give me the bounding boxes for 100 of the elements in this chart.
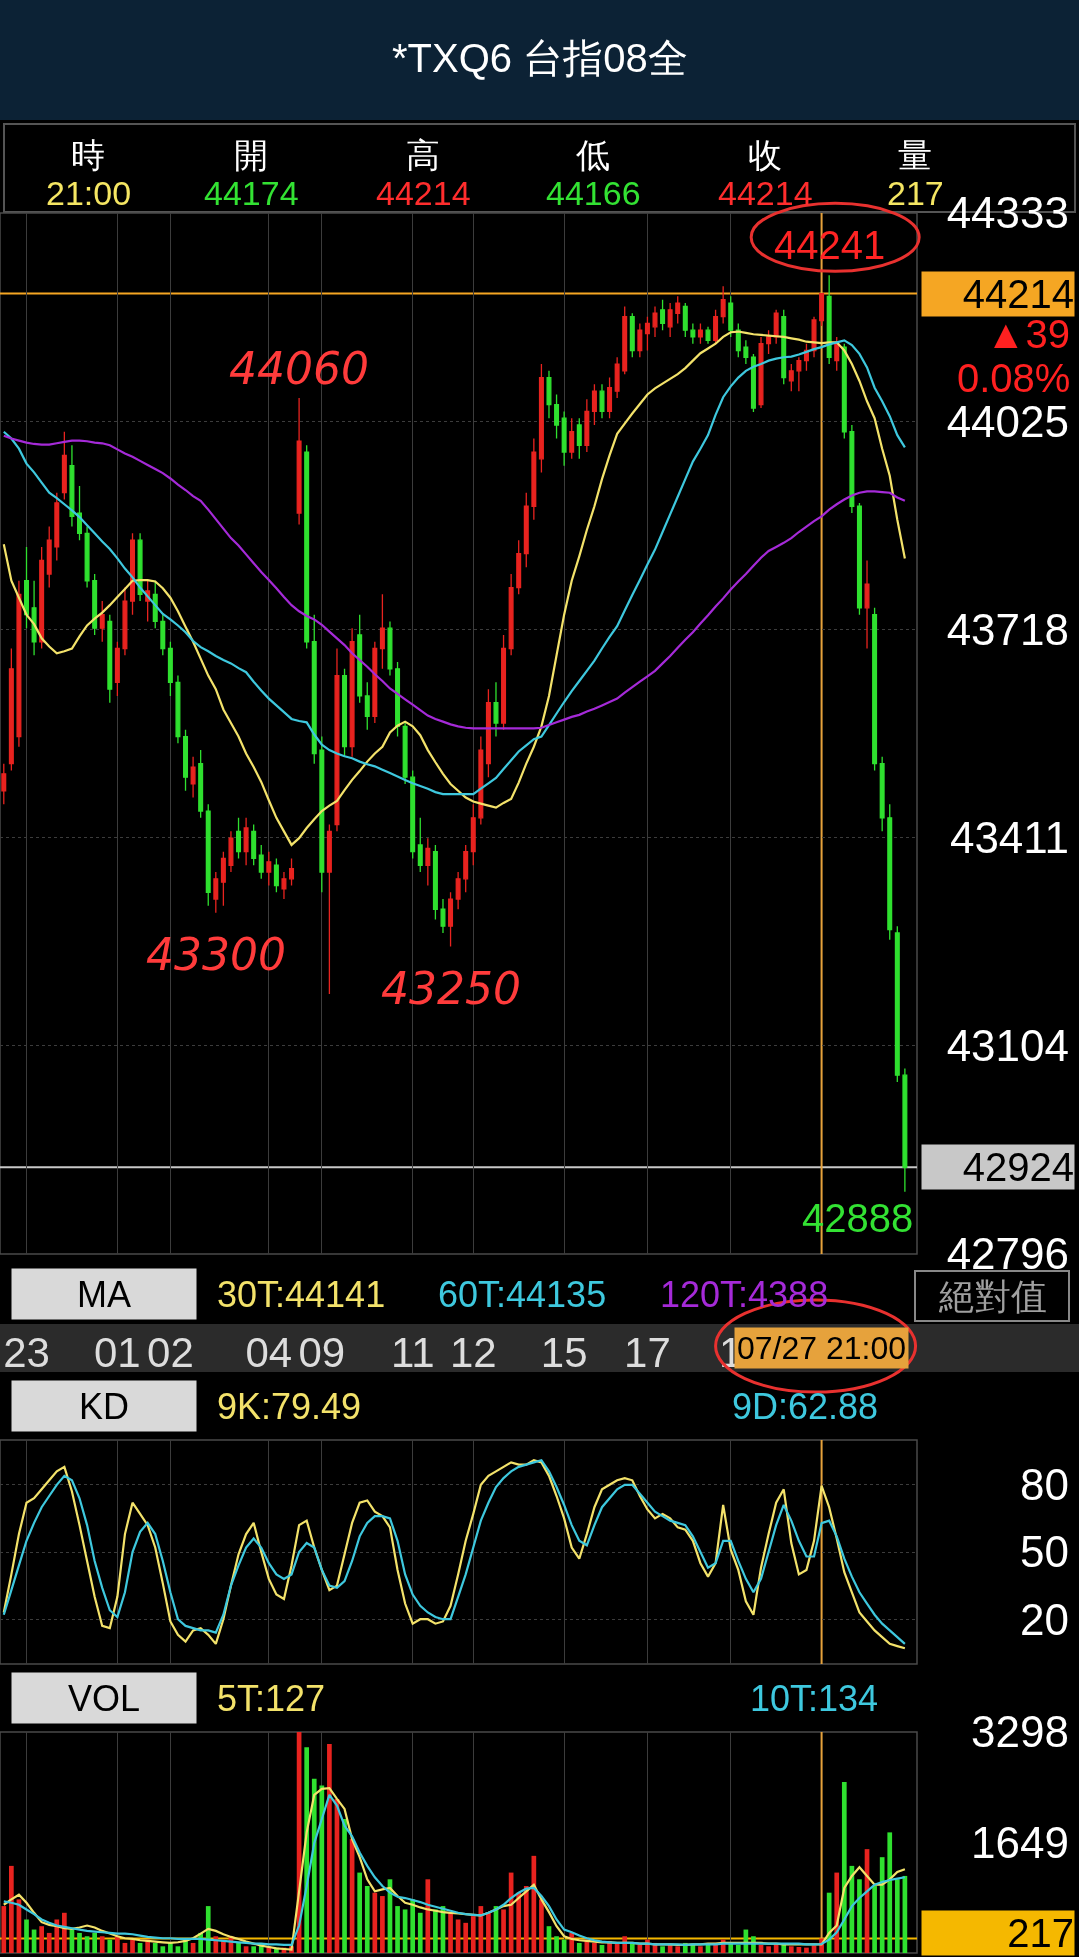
bar — [766, 1946, 771, 1953]
candlestick — [220, 851, 226, 907]
candlestick — [690, 322, 696, 345]
bar — [9, 1865, 14, 1953]
bar — [879, 1857, 885, 1953]
candlestick — [402, 722, 408, 785]
bar — [160, 1946, 166, 1953]
candlestick — [773, 309, 779, 345]
candlestick — [879, 756, 885, 833]
text: 高 — [406, 136, 440, 174]
text: 10T:134 — [750, 1678, 879, 1719]
ref-line-label: 217 — [1007, 1911, 1074, 1955]
candlestick — [251, 823, 257, 866]
x-tick-label: 15 — [540, 1329, 588, 1376]
bar — [319, 1785, 325, 1953]
candlestick — [1, 762, 7, 805]
text: MA — [77, 1273, 131, 1315]
bar — [804, 1947, 809, 1953]
text: 44214 — [718, 174, 813, 212]
x-tick-label: 12 — [449, 1329, 497, 1376]
bar — [592, 1942, 597, 1953]
candlestick — [175, 674, 181, 744]
bar — [660, 1946, 665, 1953]
bar — [99, 1936, 105, 1953]
candlestick — [682, 302, 688, 338]
candlestick — [485, 688, 491, 778]
candlestick — [796, 356, 802, 392]
bar — [417, 1912, 423, 1953]
x-tick-label: 11 — [390, 1329, 435, 1376]
bar — [470, 1916, 476, 1953]
candlestick — [826, 274, 832, 365]
bar — [463, 1922, 469, 1953]
candlestick — [523, 492, 529, 568]
candlestick — [508, 573, 514, 656]
y-tick-label: 20 — [1020, 1594, 1069, 1644]
candlestick — [697, 322, 703, 345]
bar — [675, 1946, 681, 1953]
candlestick — [61, 431, 67, 501]
candlestick — [167, 641, 173, 697]
candlestick — [546, 370, 552, 419]
candlestick — [864, 559, 870, 650]
candlestick — [432, 844, 438, 921]
bar — [448, 1912, 453, 1953]
text: 44214 — [376, 174, 471, 212]
candlestick — [644, 315, 650, 352]
candlestick — [599, 383, 605, 419]
candlestick — [887, 803, 893, 941]
bar — [788, 1946, 794, 1953]
candlestick — [342, 668, 348, 758]
x-tick-label: 01 — [94, 1329, 141, 1376]
bar — [357, 1872, 363, 1953]
candlestick — [266, 851, 272, 887]
candlestick — [554, 393, 560, 440]
candlestick — [319, 735, 325, 893]
bar — [539, 1899, 544, 1953]
candlestick — [750, 353, 756, 413]
bar — [372, 1892, 378, 1953]
candlestick — [584, 398, 590, 453]
candlestick — [379, 593, 385, 670]
bar — [115, 1936, 120, 1953]
candlestick — [561, 410, 567, 467]
candlestick — [470, 803, 476, 866]
text: 9K:79.49 — [217, 1386, 362, 1427]
candlestick — [198, 749, 204, 819]
candlestick — [629, 312, 635, 358]
candlestick — [675, 295, 681, 325]
bar — [887, 1832, 893, 1953]
candlestick — [766, 329, 772, 355]
candlestick — [357, 613, 363, 704]
bar — [130, 1939, 135, 1953]
candlestick — [152, 580, 158, 629]
candlestick — [137, 532, 143, 602]
bar — [311, 1778, 317, 1953]
bar — [523, 1885, 529, 1953]
bar — [364, 1885, 370, 1953]
bar — [395, 1906, 400, 1953]
candlestick — [569, 417, 575, 460]
y-tick-label: 1649 — [971, 1817, 1069, 1867]
candlestick — [24, 546, 30, 629]
candlestick — [289, 857, 295, 887]
candlestick — [46, 525, 52, 589]
y-tick-label: 43718 — [946, 604, 1069, 654]
text: 120T:4388 — [660, 1274, 829, 1315]
candlestick — [205, 803, 211, 907]
candlestick — [705, 326, 711, 345]
candlestick — [54, 492, 60, 562]
candlestick — [69, 444, 75, 528]
candlestick — [99, 600, 105, 643]
y-tick-label: 44333 — [946, 188, 1069, 238]
candlestick — [448, 891, 454, 948]
bar — [92, 1932, 97, 1953]
bar — [236, 1942, 241, 1953]
candlestick — [758, 336, 764, 409]
candlestick — [296, 397, 302, 526]
candlestick — [576, 417, 582, 460]
bar — [327, 1743, 332, 1953]
candlestick — [667, 302, 673, 338]
candlestick — [788, 363, 794, 392]
candlestick — [622, 305, 628, 375]
candlestick — [425, 837, 431, 887]
